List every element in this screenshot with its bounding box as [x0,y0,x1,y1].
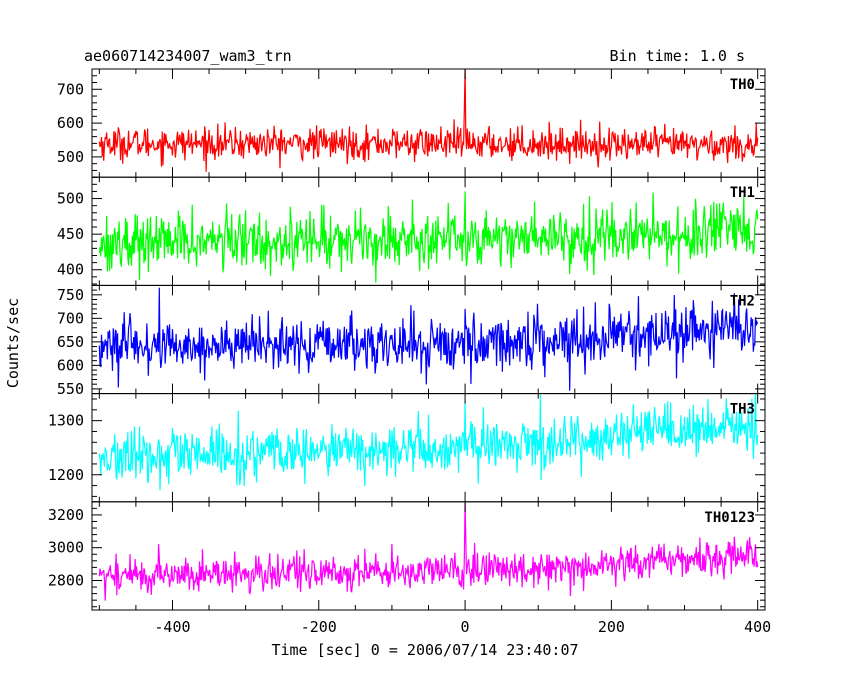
panel-th0: 500 600 700 TH0 [57,68,766,178]
series-line-th3 [98,393,759,491]
panel-th0123: 2800 3000 3200 TH0123 [48,501,766,611]
x-axis-label: Time [sec] 0 = 2006/07/14 23:40:07 [271,641,578,659]
x-tick-label: -400 [154,618,190,636]
panel-th1: 400 450 500 TH1 [57,176,766,286]
panels: 500 600 700 TH0 400 450 500 TH1 550 600 650 700 750 T… [48,68,771,636]
panel-th2: 550 600 650 700 750 TH2 [57,284,766,398]
panel-label: TH2 [730,293,755,309]
panel-label: TH0 [730,77,755,93]
y-tick-label: 2800 [48,571,84,589]
x-tick-label: 0 [461,618,470,636]
x-tick-label: 400 [744,618,771,636]
y-tick-label: 1300 [48,412,84,430]
y-tick-label: 550 [57,380,84,398]
y-tick-label: 500 [57,148,84,166]
panel-label: TH3 [730,402,755,418]
panel-th3: 1200 1300 TH3 [48,393,766,503]
y-tick-label: 3000 [48,539,84,557]
panel-label: TH0123 [704,510,755,526]
y-tick-label: 700 [57,80,84,98]
series-line-th1 [98,191,759,283]
series-line-th2 [98,287,759,391]
series-line-th0123 [98,501,759,601]
y-tick-label: 600 [57,114,84,132]
y-tick-label: 500 [57,190,84,208]
x-tick-label: -200 [301,618,337,636]
chart-title: ae060714234007_wam3_trn [84,47,292,65]
panel-frame [91,68,766,178]
y-tick-label: 3200 [48,506,84,524]
y-tick-label: 650 [57,333,84,351]
bin-time-label: Bin time: 1.0 s [610,47,745,65]
y-tick-label: 1200 [48,466,84,484]
y-tick-label: 400 [57,261,84,279]
y-tick-label: 450 [57,225,84,243]
y-tick-label: 700 [57,309,84,327]
x-tick-label: 200 [598,618,625,636]
y-tick-label: 750 [57,286,84,304]
y-axis-label: Counts/sec [4,298,22,388]
series-line-th0 [98,69,759,172]
y-tick-label: 600 [57,356,84,374]
panel-label: TH1 [730,185,755,201]
